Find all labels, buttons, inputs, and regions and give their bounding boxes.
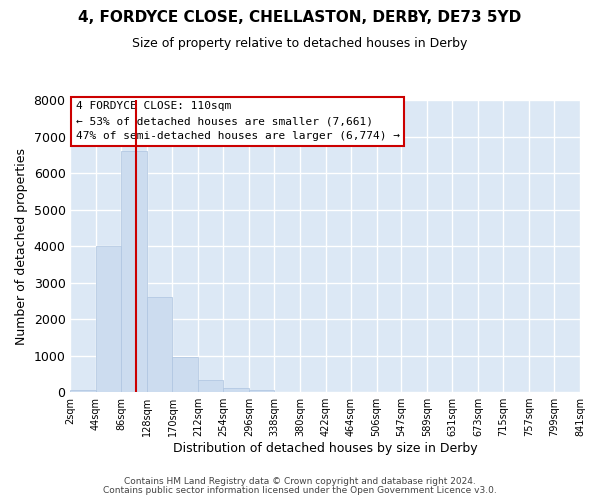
Text: Contains HM Land Registry data © Crown copyright and database right 2024.: Contains HM Land Registry data © Crown c… bbox=[124, 477, 476, 486]
Y-axis label: Number of detached properties: Number of detached properties bbox=[15, 148, 28, 344]
Bar bbox=[198, 380, 223, 392]
Bar bbox=[147, 297, 172, 392]
Bar bbox=[172, 358, 198, 392]
Bar bbox=[121, 151, 147, 392]
Bar bbox=[70, 390, 96, 392]
Text: Contains public sector information licensed under the Open Government Licence v3: Contains public sector information licen… bbox=[103, 486, 497, 495]
X-axis label: Distribution of detached houses by size in Derby: Distribution of detached houses by size … bbox=[173, 442, 478, 455]
Text: 4, FORDYCE CLOSE, CHELLASTON, DERBY, DE73 5YD: 4, FORDYCE CLOSE, CHELLASTON, DERBY, DE7… bbox=[79, 10, 521, 25]
Text: 4 FORDYCE CLOSE: 110sqm
← 53% of detached houses are smaller (7,661)
47% of semi: 4 FORDYCE CLOSE: 110sqm ← 53% of detache… bbox=[76, 102, 400, 141]
Bar bbox=[249, 390, 274, 392]
Bar bbox=[223, 388, 249, 392]
Text: Size of property relative to detached houses in Derby: Size of property relative to detached ho… bbox=[133, 38, 467, 51]
Bar bbox=[96, 246, 121, 392]
